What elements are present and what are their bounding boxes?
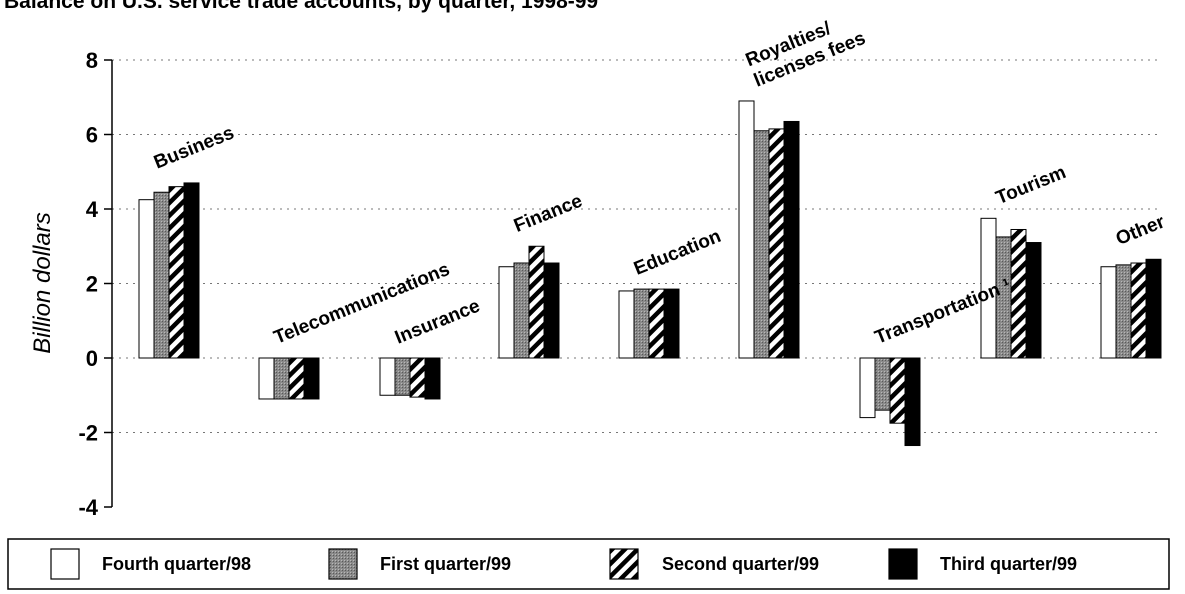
y-tick-label: 8	[86, 48, 98, 73]
category-label-line: Other	[1113, 211, 1168, 250]
bar	[258, 357, 275, 400]
category-label: Finance	[511, 191, 585, 237]
legend-label: First quarter/99	[380, 554, 511, 574]
bar	[1145, 258, 1162, 359]
category-label: Other	[1113, 211, 1168, 250]
bar	[783, 120, 800, 359]
bar	[768, 128, 785, 359]
category-label-line: Business	[151, 122, 237, 173]
legend-swatch	[328, 548, 358, 580]
bar	[1025, 242, 1042, 359]
bar	[303, 357, 320, 400]
bars	[138, 100, 1162, 447]
legend-swatch	[609, 548, 639, 580]
y-tick-label: 2	[86, 272, 98, 297]
y-axis-title: Billion dollars	[29, 212, 56, 353]
bar	[663, 288, 680, 359]
bar	[168, 186, 185, 359]
bar	[543, 262, 560, 359]
category-label-line: Finance	[511, 191, 585, 237]
category-label: Business	[151, 122, 237, 173]
bar	[528, 245, 545, 359]
legend-swatch	[50, 548, 80, 580]
legend: Fourth quarter/98 First quarter/99 Second …	[7, 538, 1170, 590]
y-axis: 8 6 4 2 0 -2 -4	[78, 48, 113, 520]
bar	[288, 357, 305, 400]
bar	[1115, 264, 1132, 359]
bar	[498, 266, 515, 359]
category-label: Insurance	[392, 296, 483, 349]
bar	[409, 357, 426, 398]
y-tick-label: -4	[78, 495, 98, 520]
category-label: Tourism	[993, 162, 1069, 209]
y-tick-label: 4	[86, 197, 99, 222]
bar	[273, 357, 290, 400]
bar	[618, 290, 635, 359]
legend-label: Second quarter/99	[662, 554, 819, 574]
legend-label: Fourth quarter/98	[102, 554, 251, 574]
category-label: Education	[631, 226, 724, 280]
bar	[379, 357, 396, 396]
category-label-line: Tourism	[993, 162, 1069, 209]
bar	[904, 357, 921, 447]
bar	[183, 182, 200, 359]
bar	[633, 288, 650, 359]
bar	[394, 357, 411, 396]
y-tick-label: 0	[86, 346, 98, 371]
bar	[153, 191, 170, 359]
bar	[138, 199, 155, 359]
chart-title: Balance on U.S. service trade accounts, …	[4, 0, 598, 13]
y-tick-label: -2	[78, 421, 98, 446]
bar	[1100, 266, 1117, 359]
bar	[859, 357, 876, 419]
category-label-line: Insurance	[392, 296, 483, 349]
y-tick-label: 6	[86, 123, 98, 148]
legend-box	[7, 538, 1170, 590]
bar	[424, 357, 441, 400]
legend-swatch	[888, 548, 918, 580]
bar	[889, 357, 906, 424]
bar	[648, 288, 665, 359]
bar	[753, 130, 770, 359]
bar	[1130, 262, 1147, 359]
bar	[874, 357, 891, 411]
bar	[513, 262, 530, 359]
category-label: Royalties/licenses fees	[743, 7, 869, 91]
bar	[738, 100, 755, 359]
category-label-line: Education	[631, 226, 724, 280]
legend-label: Third quarter/99	[940, 554, 1077, 574]
